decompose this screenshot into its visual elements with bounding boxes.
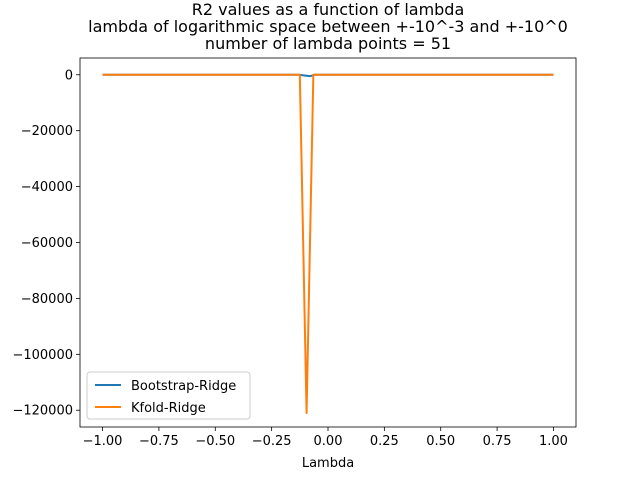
x-axis-ticks: −1.00 −0.75 −0.50 −0.25 0.00 0.25 0.50 0.75 1.00 [83,427,568,449]
y-tick-label: −100000 [12,348,73,363]
x-axis-label: Lambda [302,456,354,471]
chart-title-line-2: lambda of logarithmic space between +-10… [88,17,568,36]
y-tick-label: −120000 [12,404,73,419]
x-tick-label: 0.00 [314,434,343,449]
chart-title-line-1: R2 values as a function of lambda [192,0,465,19]
y-tick-label: −40000 [21,180,73,195]
x-tick-label: 0.25 [370,434,399,449]
y-tick-label: 0 [65,68,73,83]
x-tick-label: 0.50 [426,434,455,449]
legend-box [86,371,251,420]
y-tick-label: −60000 [21,236,73,251]
y-tick-label: −80000 [21,292,73,307]
legend-label-bootstrap-ridge: Bootstrap-Ridge [131,379,236,394]
legend: Bootstrap-Ridge Kfold-Ridge [86,371,251,420]
x-tick-label: 0.75 [483,434,512,449]
x-tick-label: 1.00 [539,434,568,449]
legend-label-kfold-ridge: Kfold-Ridge [131,401,206,416]
x-tick-label: −0.75 [139,434,179,449]
y-axis-ticks: 0 −20000 −40000 −60000 −80000 −100000 −120000 [12,68,80,419]
series-line-kfold-ridge [102,73,554,415]
x-tick-label: −1.00 [83,434,123,449]
chart-title-line-3: number of lambda points = 51 [205,34,451,53]
x-tick-label: −0.25 [252,434,292,449]
y-tick-label: −20000 [21,124,73,139]
plot-series [102,73,554,415]
x-tick-label: −0.50 [195,434,235,449]
